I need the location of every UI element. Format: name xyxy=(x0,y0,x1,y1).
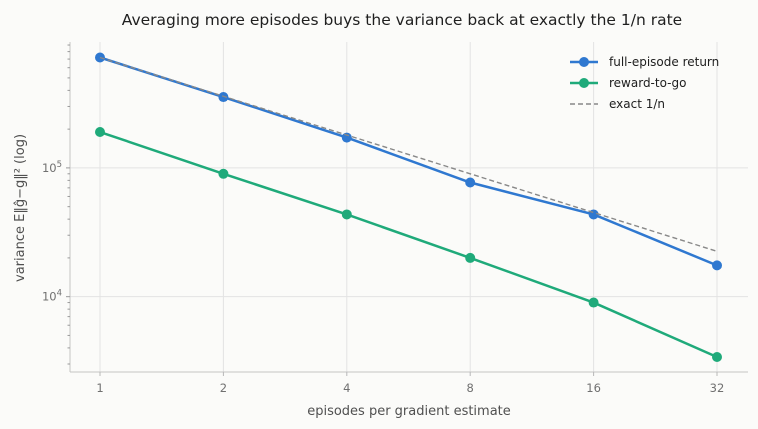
y-ticks: 104 105 xyxy=(42,44,70,365)
series-exact-1-n xyxy=(99,56,718,252)
data-point xyxy=(465,252,476,263)
data-point xyxy=(712,260,722,271)
x-tick-label: 16 xyxy=(586,381,601,395)
grid xyxy=(70,42,748,372)
data-point xyxy=(465,177,476,188)
series-line xyxy=(99,130,718,359)
data-point xyxy=(712,351,722,362)
legend: full-episode return reward-to-go exact 1/n xyxy=(570,55,719,111)
legend-marker xyxy=(579,78,589,88)
legend-label: exact 1/n xyxy=(609,97,665,111)
data-point xyxy=(95,127,105,138)
series-reward-to-go xyxy=(95,127,722,362)
legend-label: reward-to-go xyxy=(609,76,686,90)
x-tick-label: 4 xyxy=(343,381,350,395)
legend-item: reward-to-go xyxy=(570,76,686,90)
y-tick-label: 105 xyxy=(42,160,62,175)
x-tick-label: 1 xyxy=(96,381,103,395)
series-line xyxy=(99,56,718,252)
data-point xyxy=(218,92,229,103)
y-tick-label: 104 xyxy=(42,289,62,304)
data-point xyxy=(341,132,352,143)
series-layer xyxy=(95,52,722,362)
x-axis-label: episodes per gradient estimate xyxy=(307,404,511,419)
y-axis-label: variance E‖ĝ−g‖² (log) xyxy=(13,134,28,282)
data-point xyxy=(341,209,352,220)
legend-label: full-episode return xyxy=(609,55,719,69)
legend-marker xyxy=(579,57,589,67)
data-point xyxy=(218,168,229,179)
x-tick-label: 8 xyxy=(467,381,474,395)
x-tick-label: 32 xyxy=(710,381,725,395)
legend-item: exact 1/n xyxy=(570,97,665,111)
data-point xyxy=(588,297,599,308)
chart-title: Averaging more episodes buys the varianc… xyxy=(122,11,682,29)
legend-item: full-episode return xyxy=(570,55,719,69)
x-tick-label: 2 xyxy=(220,381,227,395)
x-ticks: 1 2 4 8 16 32 xyxy=(96,372,724,395)
